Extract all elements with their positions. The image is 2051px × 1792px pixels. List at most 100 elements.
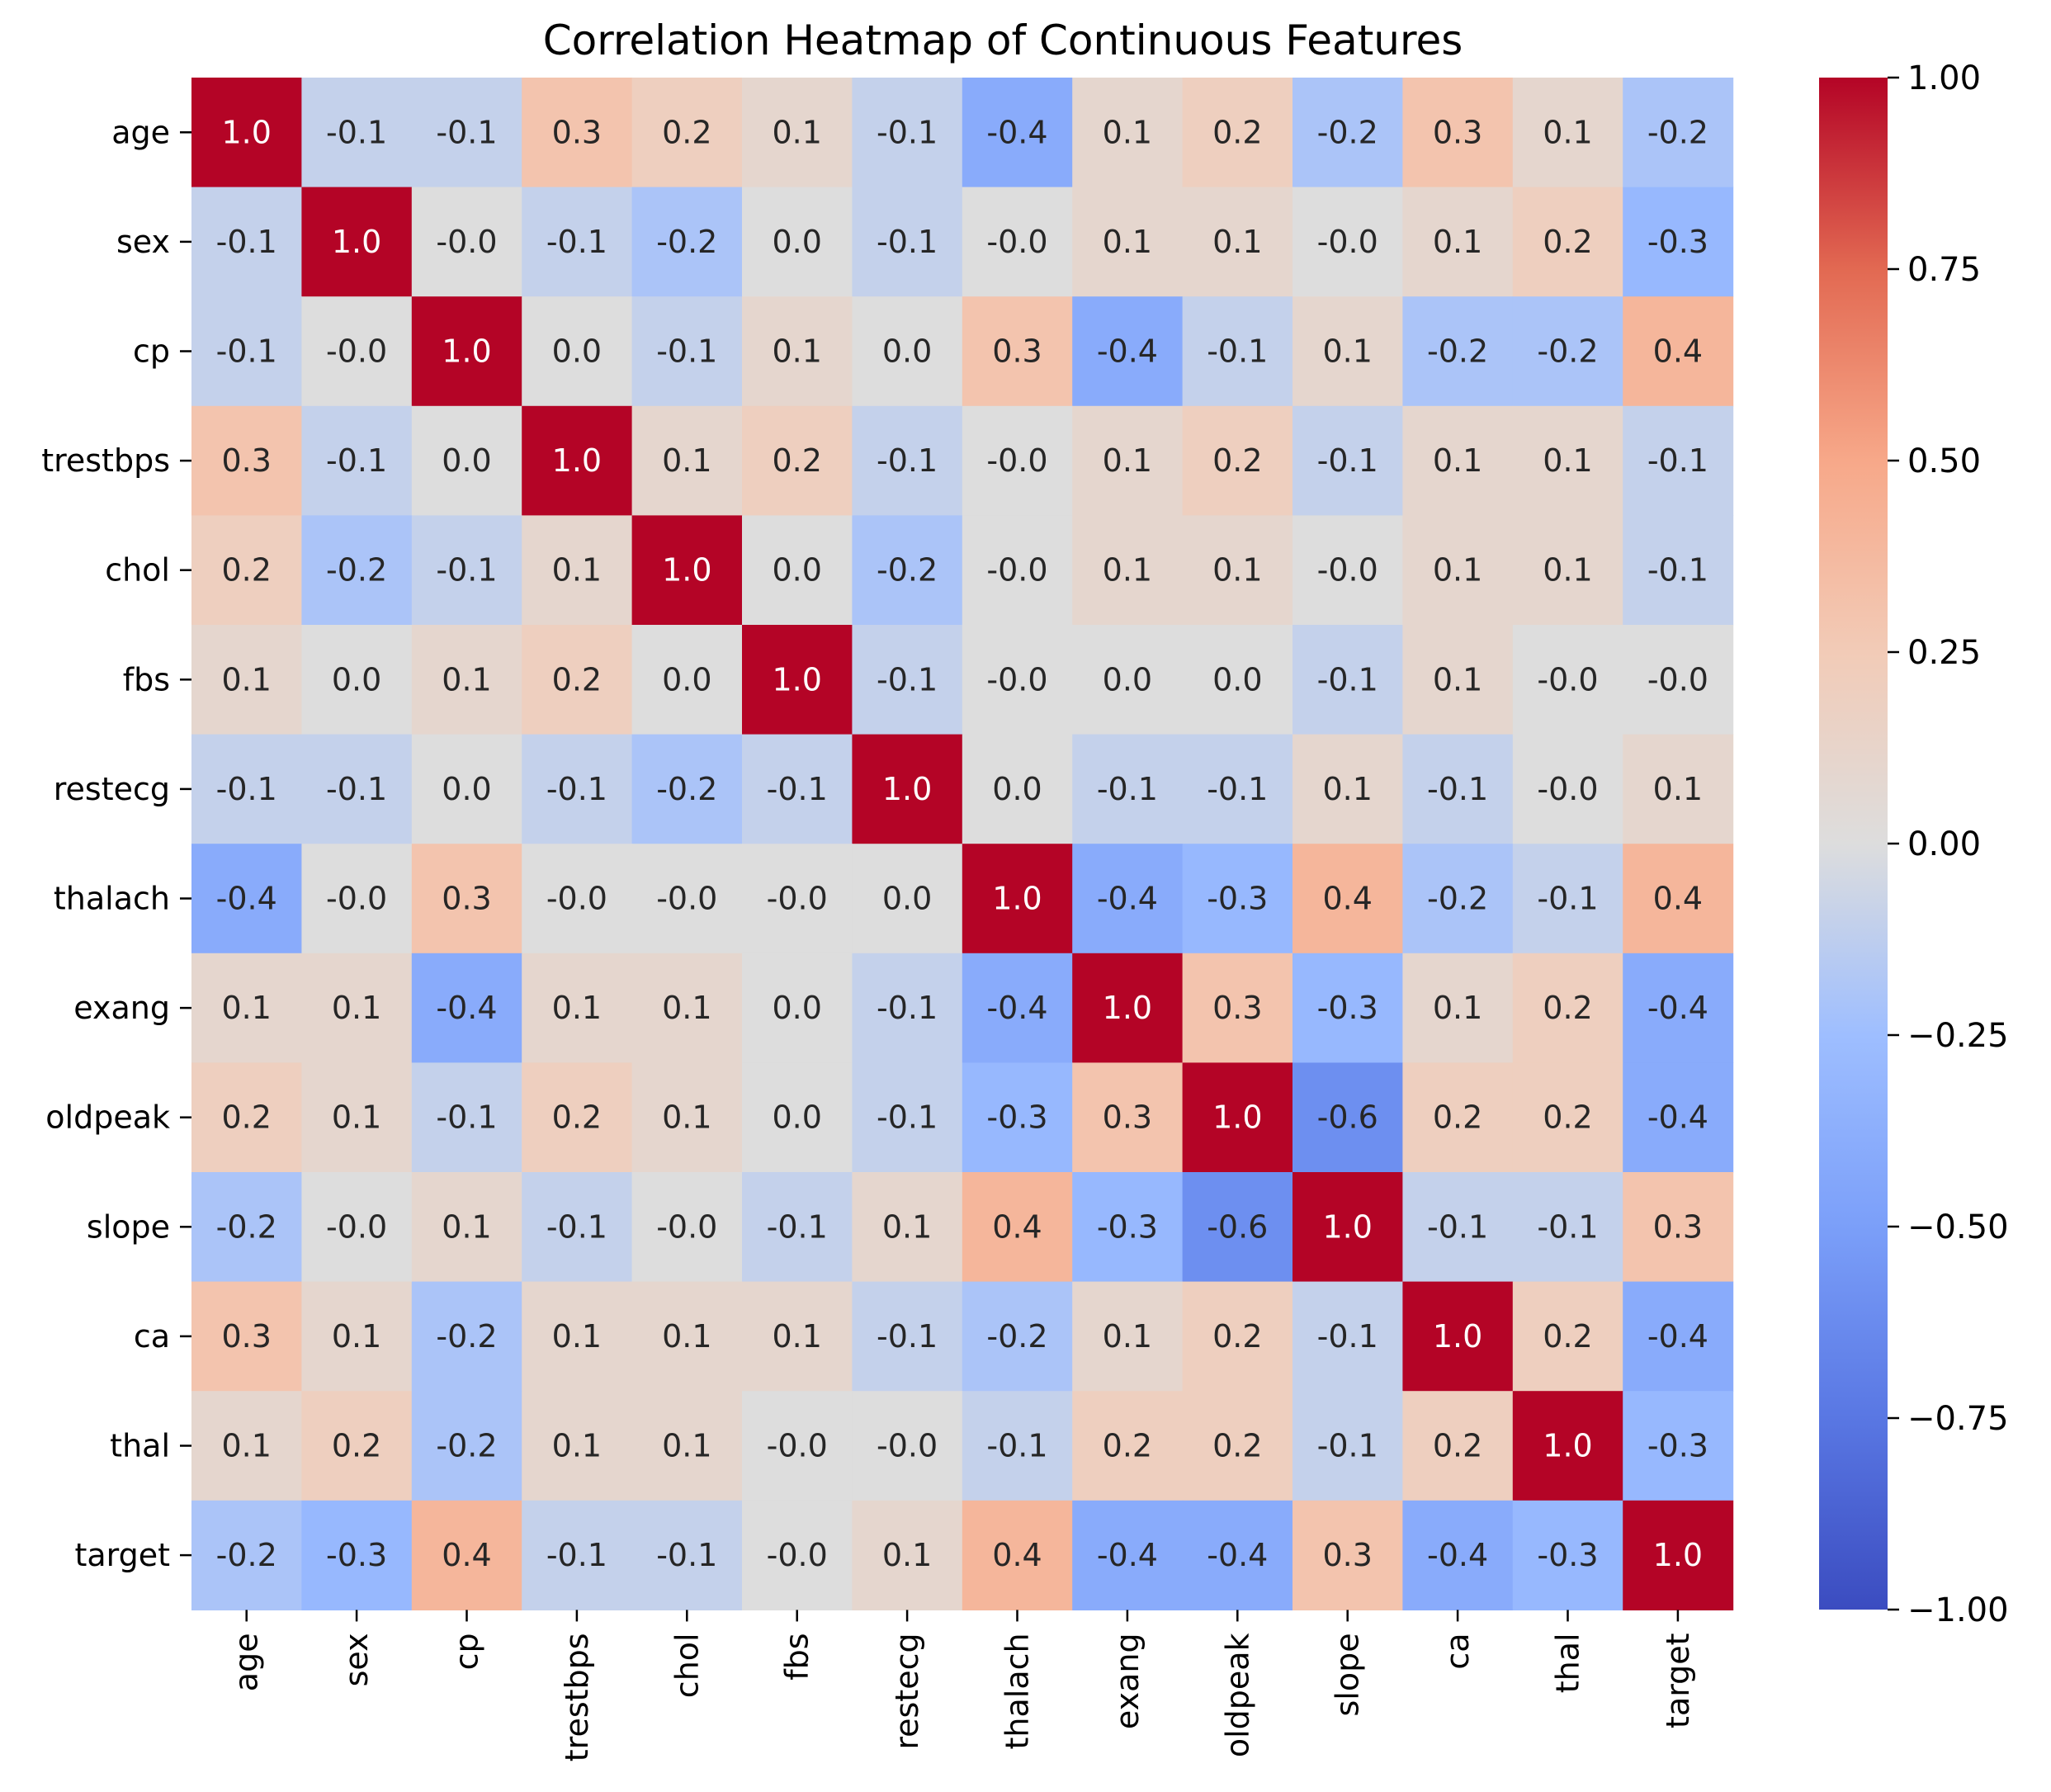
heatmap-cell-fbs-exang — [1072, 625, 1184, 735]
cell-value-label: 0.0 — [772, 1099, 821, 1136]
heatmap-cell-age-thalach — [962, 78, 1073, 188]
cell-value-label: 1.0 — [1322, 1208, 1372, 1245]
cell-value-label: 0.0 — [992, 771, 1042, 807]
cell-value-label: -0.4 — [1427, 1537, 1488, 1573]
cell-value-label: -0.1 — [1427, 771, 1488, 807]
cell-value-label: 0.2 — [772, 442, 821, 479]
heatmap-cell-restecg-sex — [301, 734, 413, 844]
cell-value-label: 0.3 — [221, 1318, 271, 1355]
cell-value-label: 0.3 — [1103, 1099, 1152, 1136]
heatmap-cell-age-age — [191, 78, 302, 188]
cell-value-label: -0.1 — [216, 771, 277, 807]
heatmap-cell-fbs-cp — [411, 625, 522, 735]
heatmap-cell-chol-fbs — [742, 515, 853, 626]
heatmap-cell-age-slope — [1293, 78, 1403, 188]
heatmap-cell-chol-cp — [411, 515, 522, 626]
heatmap-cell-chol-exang — [1072, 515, 1184, 626]
cell-value-label: -0.1 — [546, 1537, 607, 1573]
row-label-thal: thal — [110, 1428, 170, 1464]
heatmap-cell-trestbps-trestbps — [522, 405, 633, 516]
heatmap-cell-exang-oldpeak — [1182, 953, 1293, 1063]
heatmap-cell-cp-slope — [1293, 296, 1403, 407]
cell-value-label: -0.1 — [326, 771, 387, 807]
cell-value-label: 0.1 — [882, 1537, 932, 1573]
cell-value-label: 0.1 — [332, 990, 381, 1026]
heatmap-cell-ca-oldpeak — [1182, 1281, 1293, 1392]
heatmap-cell-fbs-ca — [1402, 625, 1514, 735]
column-label-target: target — [1660, 1633, 1696, 1728]
cell-value-label: 0.1 — [1103, 1318, 1152, 1355]
heatmap-cell-fbs-sex — [301, 625, 413, 735]
cell-value-label: 0.1 — [1433, 661, 1482, 697]
heatmap-cell-thal-exang — [1072, 1391, 1184, 1501]
row-label-slope: slope — [87, 1208, 170, 1245]
heatmap-cell-slope-exang — [1072, 1172, 1184, 1283]
heatmap-cell-oldpeak-cp — [411, 1062, 522, 1173]
heatmap-cell-fbs-restecg — [852, 625, 963, 735]
cell-value-label: -0.1 — [546, 771, 607, 807]
heatmap-cell-fbs-trestbps — [522, 625, 633, 735]
cell-value-label: -0.0 — [656, 1208, 717, 1245]
column-label-trestbps: trestbps — [559, 1633, 595, 1761]
heatmap-cell-thalach-trestbps — [522, 844, 633, 954]
cell-value-label: 0.4 — [442, 1537, 491, 1573]
colorbar-tick-label: −0.25 — [1907, 1017, 2009, 1055]
heatmap-cell-exang-thalach — [962, 953, 1073, 1063]
cell-value-label: -0.0 — [1647, 661, 1708, 697]
heatmap-cell-thalach-oldpeak — [1182, 844, 1293, 954]
cell-value-label: 0.2 — [1543, 224, 1592, 260]
heatmap-cell-slope-oldpeak — [1182, 1172, 1293, 1283]
cell-value-label: 0.3 — [1322, 1537, 1372, 1573]
cell-value-label: 0.0 — [1212, 661, 1262, 697]
heatmap-cell-ca-restecg — [852, 1281, 963, 1392]
heatmap-cell-fbs-age — [191, 625, 302, 735]
cell-value-label: -0.1 — [877, 1318, 938, 1355]
cell-value-label: 0.0 — [882, 881, 932, 917]
cell-value-label: 0.2 — [552, 661, 602, 697]
cell-value-label: 1.0 — [332, 224, 381, 260]
heatmap-cell-ca-cp — [411, 1281, 522, 1392]
cell-value-label: -0.2 — [436, 1318, 497, 1355]
heatmap-cell-oldpeak-fbs — [742, 1062, 853, 1173]
cell-value-label: 0.1 — [442, 661, 491, 697]
cell-value-label: -0.1 — [1317, 1428, 1378, 1464]
cell-value-label: 0.3 — [552, 114, 602, 150]
heatmap-cell-sex-chol — [631, 187, 743, 297]
heatmap-cell-cp-ca — [1402, 296, 1514, 407]
heatmap-cell-ca-sex — [301, 1281, 413, 1392]
cell-value-label: -0.1 — [656, 1537, 717, 1573]
cell-value-label: 0.2 — [1543, 990, 1592, 1026]
row-label-thalach: thalach — [54, 881, 170, 917]
cell-value-label: -0.1 — [1537, 881, 1598, 917]
heatmap-cell-oldpeak-slope — [1293, 1062, 1403, 1173]
cell-value-label: -0.0 — [326, 881, 387, 917]
heatmap-cell-exang-chol — [631, 953, 743, 1063]
cell-value-label: -0.2 — [216, 1208, 277, 1245]
heatmap-cell-thal-cp — [411, 1391, 522, 1501]
heatmap-cell-chol-target — [1623, 515, 1734, 626]
cell-value-label: 0.1 — [662, 990, 711, 1026]
heatmap-cell-trestbps-restecg — [852, 405, 963, 516]
cell-value-label: 0.0 — [772, 552, 821, 589]
heatmap-cell-slope-thal — [1512, 1172, 1623, 1283]
cell-value-label: -0.1 — [767, 1208, 828, 1245]
column-label-cp: cp — [449, 1633, 485, 1670]
heatmap-cell-thal-trestbps — [522, 1391, 633, 1501]
cell-value-label: -0.0 — [1317, 552, 1378, 589]
cell-value-label: 0.1 — [1653, 771, 1703, 807]
cell-value-label: -0.0 — [326, 1208, 387, 1245]
cell-value-label: -0.2 — [1647, 114, 1708, 150]
heatmap-cell-fbs-fbs — [742, 625, 853, 735]
cell-value-label: 0.1 — [552, 1318, 602, 1355]
heatmap-cell-age-sex — [301, 78, 413, 188]
heatmap-cell-chol-age — [191, 515, 302, 626]
cell-value-label: -0.4 — [1097, 881, 1158, 917]
heatmap-cell-restecg-target — [1623, 734, 1734, 844]
cell-value-label: 0.0 — [332, 661, 381, 697]
heatmap-cell-slope-trestbps — [522, 1172, 633, 1283]
cell-value-label: -0.1 — [326, 442, 387, 479]
heatmap-cell-trestbps-ca — [1402, 405, 1514, 516]
cell-value-label: -0.1 — [656, 333, 717, 370]
cell-value-label: 0.1 — [1322, 333, 1372, 370]
cell-value-label: 0.2 — [1212, 442, 1262, 479]
